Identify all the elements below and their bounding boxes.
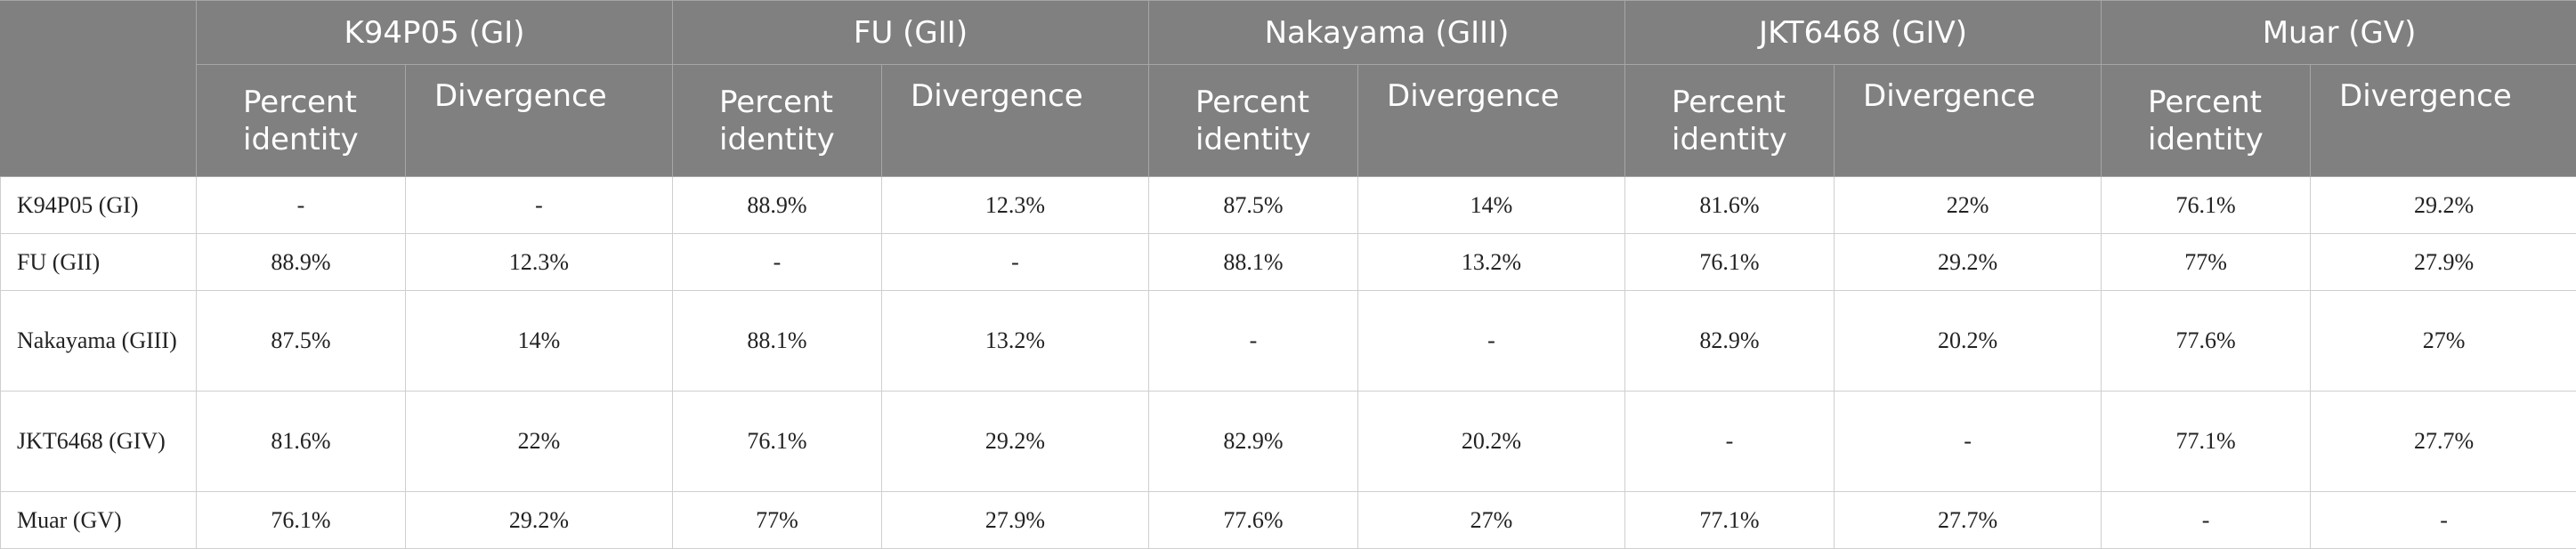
table-cell: 82.9% — [1625, 291, 1835, 392]
table-cell: 29.2% — [1835, 234, 2102, 291]
table-cell: - — [1149, 291, 1358, 392]
group-header: K94P05 (GI) — [197, 1, 673, 65]
table-cell: 82.9% — [1149, 392, 1358, 492]
table-cell: 81.6% — [197, 392, 406, 492]
row-label: Nakayama (GIII) — [1, 291, 197, 392]
table-cell: 77.6% — [2102, 291, 2311, 392]
group-header: Nakayama (GIII) — [1149, 1, 1625, 65]
table-cell: - — [673, 234, 882, 291]
table-cell: 27.7% — [2311, 392, 2576, 492]
table-cell: 13.2% — [882, 291, 1149, 392]
table-cell: - — [406, 177, 673, 234]
table-cell: 81.6% — [1625, 177, 1835, 234]
table-cell: 29.2% — [406, 492, 673, 549]
table-row: K94P05 (GI) - - 88.9% 12.3% 87.5% 14% 81… — [1, 177, 2576, 234]
table-cell: 12.3% — [406, 234, 673, 291]
table-cell: - — [882, 234, 1149, 291]
table-cell: 14% — [406, 291, 673, 392]
table-cell: - — [2102, 492, 2311, 549]
table-cell: 76.1% — [1625, 234, 1835, 291]
table-row: JKT6468 (GIV) 81.6% 22% 76.1% 29.2% 82.9… — [1, 392, 2576, 492]
row-label: Muar (GV) — [1, 492, 197, 549]
table-cell: 27% — [2311, 291, 2576, 392]
table-cell: 29.2% — [882, 392, 1149, 492]
group-header: JKT6468 (GIV) — [1625, 1, 2102, 65]
table-row: Nakayama (GIII) 87.5% 14% 88.1% 13.2% - … — [1, 291, 2576, 392]
table-cell: 27.9% — [882, 492, 1149, 549]
group-header: FU (GII) — [673, 1, 1149, 65]
divergence-header: Divergence — [2311, 65, 2576, 177]
table-cell: 27% — [1358, 492, 1625, 549]
table-cell: 77% — [673, 492, 882, 549]
table-cell: 14% — [1358, 177, 1625, 234]
divergence-header: Divergence — [882, 65, 1149, 177]
table-cell: 88.1% — [673, 291, 882, 392]
divergence-header: Divergence — [1358, 65, 1625, 177]
row-label: K94P05 (GI) — [1, 177, 197, 234]
table-row: FU (GII) 88.9% 12.3% - - 88.1% 13.2% 76.… — [1, 234, 2576, 291]
table-cell: 77% — [2102, 234, 2311, 291]
table-cell: - — [1835, 392, 2102, 492]
table-cell: 27.9% — [2311, 234, 2576, 291]
table-cell: 27.7% — [1835, 492, 2102, 549]
table-cell: 77.1% — [1625, 492, 1835, 549]
group-header-row: K94P05 (GI) FU (GII) Nakayama (GIII) JKT… — [1, 1, 2576, 65]
table-cell: 22% — [1835, 177, 2102, 234]
table-cell: 88.9% — [197, 234, 406, 291]
group-header: Muar (GV) — [2102, 1, 2576, 65]
table-row: Muar (GV) 76.1% 29.2% 77% 27.9% 77.6% 27… — [1, 492, 2576, 549]
table-cell: 20.2% — [1358, 392, 1625, 492]
divergence-header: Divergence — [1835, 65, 2102, 177]
table-cell: 22% — [406, 392, 673, 492]
table-cell: 29.2% — [2311, 177, 2576, 234]
row-label: FU (GII) — [1, 234, 197, 291]
percent-identity-header: Percent identity — [2102, 65, 2311, 177]
percent-identity-header: Percent identity — [197, 65, 406, 177]
table-cell: - — [1358, 291, 1625, 392]
table-cell: 87.5% — [197, 291, 406, 392]
table-cell: 77.6% — [1149, 492, 1358, 549]
table-cell: 12.3% — [882, 177, 1149, 234]
row-label: JKT6468 (GIV) — [1, 392, 197, 492]
divergence-header: Divergence — [406, 65, 673, 177]
table-cell: 88.1% — [1149, 234, 1358, 291]
corner-header-cell — [1, 1, 197, 177]
table-cell: - — [197, 177, 406, 234]
table-cell: 77.1% — [2102, 392, 2311, 492]
table-cell: 76.1% — [673, 392, 882, 492]
table-cell: 87.5% — [1149, 177, 1358, 234]
table-cell: - — [1625, 392, 1835, 492]
table-cell: - — [2311, 492, 2576, 549]
table-cell: 76.1% — [197, 492, 406, 549]
percent-identity-header: Percent identity — [1625, 65, 1835, 177]
table-cell: 88.9% — [673, 177, 882, 234]
table-cell: 76.1% — [2102, 177, 2311, 234]
percent-identity-header: Percent identity — [1149, 65, 1358, 177]
percent-identity-header: Percent identity — [673, 65, 882, 177]
table-cell: 20.2% — [1835, 291, 2102, 392]
table-cell: 13.2% — [1358, 234, 1625, 291]
sub-header-row: Percent identity Divergence Percent iden… — [1, 65, 2576, 177]
